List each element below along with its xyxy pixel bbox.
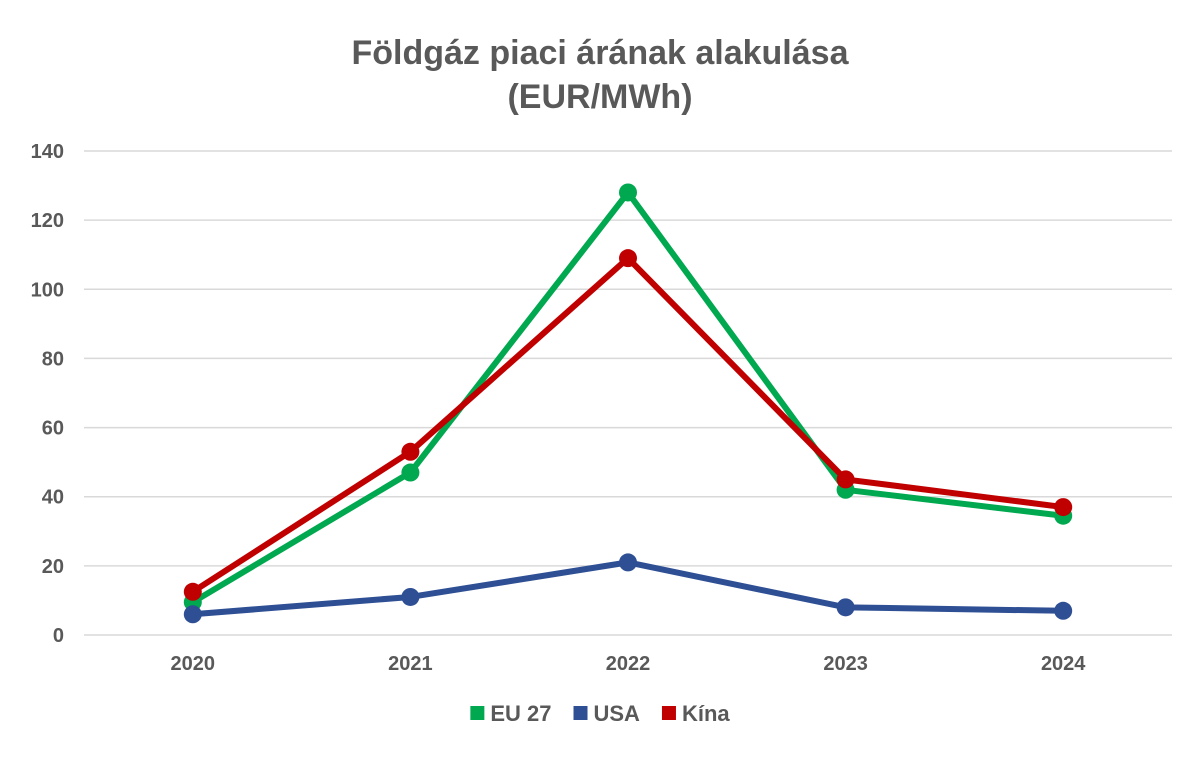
y-tick-label: 80: [42, 348, 64, 370]
y-axis-ticks: 0 20 40 60 80 100 120 140: [31, 141, 64, 647]
x-axis-ticks: 2020 2021 2022 2023 2024: [171, 653, 1087, 675]
data-point: [836, 598, 855, 617]
series-usa: [183, 553, 1073, 624]
legend-swatch: [573, 706, 588, 720]
x-tick-label: 2022: [606, 653, 651, 675]
legend-label: USA: [594, 701, 641, 726]
x-tick-label: 2023: [823, 653, 868, 675]
y-tick-label: 60: [42, 418, 64, 440]
data-point: [619, 183, 637, 202]
y-tick-label: 100: [31, 279, 64, 301]
series-group: [183, 183, 1073, 624]
legend-swatch: [470, 706, 485, 720]
x-tick-label: 2024: [1041, 653, 1086, 675]
legend-label: Kína: [682, 701, 730, 726]
y-tick-label: 0: [53, 625, 64, 647]
x-tick-label: 2020: [171, 653, 216, 675]
data-point: [183, 605, 202, 624]
y-tick-label: 40: [42, 487, 64, 509]
legend-item-usa[interactable]: USA: [573, 701, 641, 726]
series-line: [189, 255, 1067, 595]
data-point: [1054, 601, 1073, 620]
series-eu-27: [183, 183, 1073, 612]
y-tick-label: 140: [31, 141, 64, 163]
legend-label: EU 27: [490, 701, 551, 726]
legend-swatch: [661, 706, 676, 720]
y-tick-label: 120: [31, 210, 64, 232]
data-point: [1054, 498, 1073, 517]
data-point: [401, 587, 420, 606]
data-point: [619, 553, 637, 572]
data-point: [619, 249, 637, 268]
grid-lines: [84, 150, 1172, 636]
legend[interactable]: EU 27 USA Kína: [470, 701, 730, 726]
legend-item-eu-27[interactable]: EU 27: [470, 701, 552, 726]
chart-title-line-1: Földgáz piaci árának alakulása: [351, 34, 849, 72]
series-k-na: [183, 249, 1073, 601]
y-tick-label: 20: [42, 556, 64, 578]
chart-title-line-2: (EUR/MWh): [507, 78, 692, 116]
data-point: [401, 463, 420, 482]
legend-item-k-na[interactable]: Kína: [661, 701, 730, 726]
data-point: [836, 470, 855, 489]
data-point: [401, 442, 420, 461]
data-point: [183, 582, 202, 601]
x-tick-label: 2021: [388, 653, 433, 675]
